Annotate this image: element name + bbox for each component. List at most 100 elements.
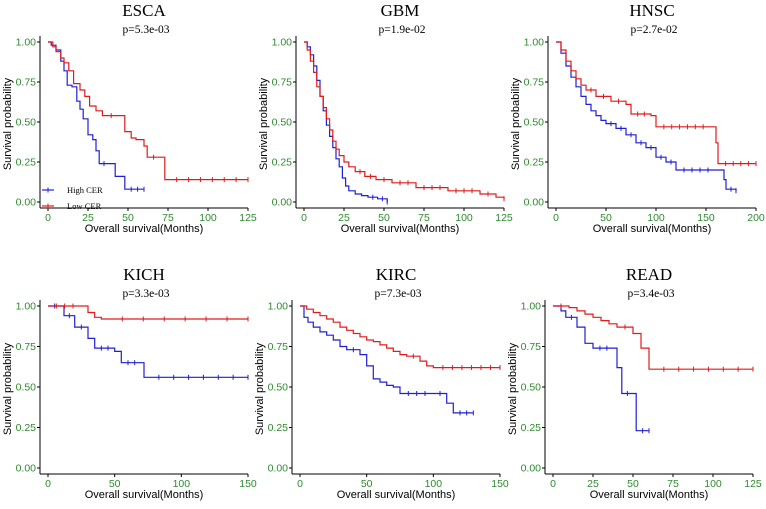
p-value-label: p=3.4e-03 bbox=[627, 288, 674, 300]
y-tick-label: 0.00 bbox=[268, 463, 289, 475]
high-cer-survival-curve bbox=[48, 41, 144, 190]
p-value-label: p=7.3e-03 bbox=[374, 288, 421, 300]
y-tick-label: 0.50 bbox=[524, 117, 545, 129]
x-axis-label: Overall survival(Months) bbox=[590, 489, 709, 501]
legend-high-label: High CER bbox=[67, 185, 103, 195]
x-tick-label: 50 bbox=[122, 212, 134, 224]
x-tick-label: 125 bbox=[239, 212, 257, 224]
panel-title: READ bbox=[626, 265, 672, 284]
legend-low-label: Low CER bbox=[67, 201, 102, 211]
y-tick-label: 1.00 bbox=[521, 301, 542, 313]
x-axis-label: Overall survival(Months) bbox=[341, 223, 460, 235]
low-cer-survival-curve bbox=[48, 41, 248, 181]
x-tick-label: 0 bbox=[301, 212, 307, 224]
x-tick-label: 50 bbox=[627, 478, 639, 490]
y-tick-label: 0.75 bbox=[521, 341, 542, 353]
km-panel-gbm: GBM p=1.9e-02 0.00 0.25 0.50 0.75 1.00 0 25 50 75 1… bbox=[258, 1, 513, 235]
low-cer-survival-curve bbox=[304, 41, 505, 199]
high-cer-survival-curve bbox=[304, 41, 388, 202]
y-tick-label: 0.75 bbox=[272, 77, 293, 89]
x-tick-label: 100 bbox=[173, 478, 191, 490]
panel-title: ESCA bbox=[122, 1, 166, 20]
y-tick-label: 0.25 bbox=[524, 157, 545, 169]
x-tick-label: 50 bbox=[600, 212, 612, 224]
km-panel-read: READ p=3.4e-03 0.00 0.25 0.50 0.75 1.00 0 25 50 75… bbox=[507, 265, 762, 501]
y-tick-label: 0.75 bbox=[268, 341, 289, 353]
high-cer-survival-curve bbox=[300, 305, 474, 414]
x-tick-label: 50 bbox=[109, 478, 121, 490]
x-tick-label: 75 bbox=[418, 212, 430, 224]
x-tick-label: 125 bbox=[495, 212, 513, 224]
y-tick-label: 0.75 bbox=[524, 77, 545, 89]
high-cer-survival-curve bbox=[556, 41, 737, 191]
x-tick-label: 125 bbox=[744, 478, 762, 490]
x-tick-label: 0 bbox=[45, 212, 51, 224]
low-cer-survival-curve bbox=[553, 305, 753, 370]
y-tick-label: 0.75 bbox=[16, 77, 37, 89]
p-value-label: p=1.9e-02 bbox=[378, 24, 425, 36]
y-tick-label: 0.50 bbox=[268, 382, 289, 394]
y-tick-label: 1.00 bbox=[268, 301, 289, 313]
y-tick-label: 0.00 bbox=[16, 463, 37, 475]
x-tick-label: 0 bbox=[45, 478, 51, 490]
x-tick-label: 0 bbox=[553, 212, 559, 224]
x-tick-label: 150 bbox=[491, 478, 509, 490]
y-tick-label: 0.00 bbox=[272, 197, 293, 209]
x-tick-label: 100 bbox=[425, 478, 443, 490]
y-tick-label: 0.75 bbox=[16, 341, 37, 353]
y-tick-label: 0.25 bbox=[16, 422, 37, 434]
x-tick-label: 100 bbox=[199, 212, 217, 224]
x-tick-label: 25 bbox=[587, 478, 599, 490]
x-tick-label: 75 bbox=[162, 212, 174, 224]
panel-title: KICH bbox=[123, 265, 165, 284]
y-tick-label: 1.00 bbox=[524, 37, 545, 49]
y-tick-label: 0.25 bbox=[521, 422, 542, 434]
x-axis-label: Overall survival(Months) bbox=[337, 489, 456, 501]
x-tick-label: 150 bbox=[239, 478, 257, 490]
y-axis-label: Survival probability bbox=[510, 77, 522, 170]
panel-title: KIRC bbox=[376, 265, 417, 284]
x-tick-label: 100 bbox=[704, 478, 722, 490]
y-tick-label: 0.25 bbox=[16, 157, 37, 169]
y-tick-label: 0.50 bbox=[272, 117, 293, 129]
y-tick-label: 1.00 bbox=[272, 37, 293, 49]
x-axis-label: Overall survival(Months) bbox=[85, 489, 204, 501]
low-cer-survival-curve bbox=[300, 305, 500, 369]
p-value-label: p=2.7e-02 bbox=[630, 24, 677, 36]
y-tick-label: 1.00 bbox=[16, 37, 37, 49]
y-tick-label: 0.00 bbox=[16, 197, 37, 209]
x-tick-label: 50 bbox=[378, 212, 390, 224]
panel-title: GBM bbox=[381, 1, 420, 20]
x-tick-label: 150 bbox=[697, 212, 715, 224]
x-tick-label: 0 bbox=[297, 478, 303, 490]
y-tick-label: 0.25 bbox=[268, 422, 289, 434]
y-tick-label: 1.00 bbox=[16, 301, 37, 313]
p-value-label: p=3.3e-03 bbox=[122, 288, 169, 300]
x-tick-label: 0 bbox=[550, 478, 556, 490]
km-panel-esca: ESCA p=5.3e-03 0.00 0.25 0.50 0.75 1.00 0 25 50 75… bbox=[2, 1, 257, 235]
y-tick-label: 0.50 bbox=[521, 382, 542, 394]
x-tick-label: 25 bbox=[82, 212, 94, 224]
y-tick-label: 0.50 bbox=[16, 117, 37, 129]
x-axis-label: Overall survival(Months) bbox=[85, 223, 204, 235]
y-tick-label: 0.00 bbox=[524, 197, 545, 209]
x-tick-label: 25 bbox=[338, 212, 350, 224]
km-panel-kich: KICH p=3.3e-03 0.00 0.25 0.50 0.75 1.00 0 50 100 1… bbox=[2, 265, 257, 501]
x-tick-label: 200 bbox=[747, 212, 765, 224]
y-axis-label: Survival probability bbox=[2, 342, 14, 435]
panel-title: HNSC bbox=[629, 1, 674, 20]
km-panel-kirc: KIRC p=7.3e-03 0.00 0.25 0.50 0.75 1.00 0 50 100 1… bbox=[254, 265, 509, 501]
y-tick-label: 0.00 bbox=[521, 463, 542, 475]
x-tick-label: 100 bbox=[647, 212, 665, 224]
y-tick-label: 0.25 bbox=[272, 157, 293, 169]
low-cer-survival-curve bbox=[48, 305, 248, 320]
high-cer-survival-curve bbox=[553, 305, 649, 432]
y-axis-label: Survival probability bbox=[258, 77, 270, 170]
p-value-label: p=5.3e-03 bbox=[122, 24, 169, 36]
y-axis-label: Survival probability bbox=[254, 342, 266, 435]
y-axis-label: Survival probability bbox=[2, 77, 14, 170]
high-cer-survival-curve bbox=[48, 305, 248, 378]
low-cer-survival-curve bbox=[556, 41, 756, 165]
legend: High CER Low CER bbox=[42, 185, 103, 211]
